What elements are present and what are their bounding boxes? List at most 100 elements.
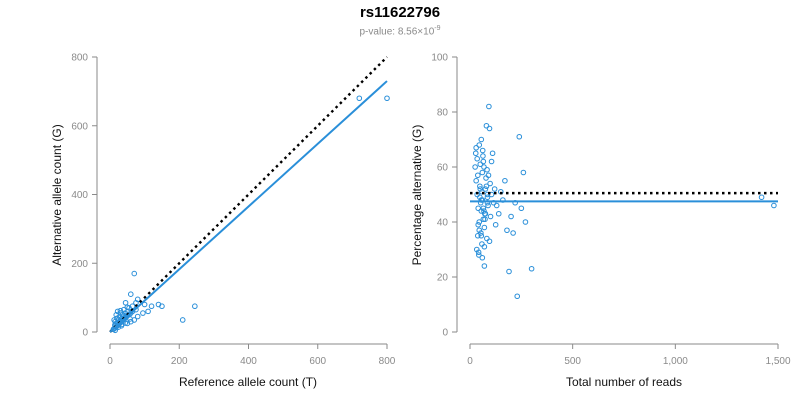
data-point-right: [485, 202, 491, 209]
data-point-right: [484, 166, 490, 173]
data-point-left: [159, 303, 165, 310]
data-point-right: [478, 230, 484, 236]
data-point-right: [480, 216, 487, 223]
data-point-left: [179, 317, 186, 323]
x-tick-label-left: 200: [171, 356, 188, 367]
x-axis-label-left: Reference allele count (T): [179, 375, 317, 389]
data-point-right: [476, 219, 483, 225]
data-point-right: [484, 235, 490, 242]
data-point-right: [479, 169, 486, 176]
data-point-left: [129, 303, 136, 310]
data-point-right: [492, 221, 499, 228]
data-point-right: [483, 183, 490, 190]
x-tick-label-left: 400: [240, 356, 257, 367]
scatter-panel-allele-counts: Reference allele count (T) Alternative a…: [50, 53, 396, 390]
data-point-right: [475, 232, 481, 239]
y-axis-label-right: Percentage alternative (G): [410, 125, 424, 266]
y-tick-label-left: 400: [71, 190, 88, 201]
data-point-right: [504, 227, 510, 234]
x-tick-label-right: 0: [467, 356, 473, 367]
data-point-right: [476, 227, 483, 234]
x-tick-label-right: 1,500: [765, 356, 790, 367]
data-point-right: [486, 103, 492, 110]
data-point-left: [134, 296, 141, 303]
y-axis-label-left: Alternative allele count (G): [50, 124, 64, 265]
y-tick-label-right: 20: [437, 273, 449, 284]
data-point-right: [482, 186, 489, 192]
data-point-right: [488, 191, 495, 198]
y-tick-label-left: 600: [71, 121, 88, 132]
data-point-right: [480, 153, 486, 159]
x-tick-label-right: 1,000: [663, 356, 688, 367]
scatter-panel-percentage: Total number of reads Percentage alterna…: [410, 53, 791, 390]
data-point-right: [483, 175, 489, 181]
y-tick-label-left: 800: [71, 53, 88, 64]
data-point-right: [481, 263, 488, 269]
data-point-right: [506, 268, 512, 275]
data-point-right: [480, 158, 487, 165]
data-point-right: [472, 164, 478, 170]
data-point-right: [518, 205, 525, 212]
data-point-right: [528, 265, 535, 272]
y-tick-label-right: 100: [431, 53, 448, 64]
x-tick-label-left: 800: [379, 356, 396, 367]
x-tick-label-right: 500: [564, 356, 581, 367]
data-point-right: [488, 158, 495, 165]
data-point-right: [478, 136, 485, 143]
data-point-right: [479, 254, 486, 261]
data-point-right: [474, 155, 480, 162]
y-tick-label-left: 200: [71, 259, 88, 270]
data-point-right: [478, 232, 485, 239]
data-point-left: [114, 308, 121, 315]
data-point-right: [475, 172, 481, 179]
p-value-text: p-value: 8.56×10: [359, 26, 435, 38]
data-point-left: [192, 303, 198, 310]
data-point-right: [477, 186, 484, 192]
data-point-right: [475, 249, 482, 256]
x-axis-label-right: Total number of reads: [566, 375, 682, 389]
data-point-left: [122, 299, 129, 306]
data-point-left: [141, 301, 148, 308]
y-tick-label-right: 40: [437, 218, 449, 229]
data-point-right: [483, 122, 490, 129]
data-point-right: [516, 133, 523, 140]
data-point-right: [502, 177, 508, 184]
data-point-right: [473, 177, 479, 184]
data-point-right: [479, 147, 486, 154]
y-tick-label-right: 60: [437, 163, 449, 174]
data-point-left: [127, 291, 134, 297]
data-point-right: [477, 183, 483, 190]
data-point-right: [475, 205, 482, 212]
data-point-right: [482, 216, 488, 223]
data-point-left: [356, 95, 363, 102]
data-point-right: [489, 150, 496, 157]
data-point-right: [481, 243, 488, 250]
p-value-exponent: -9: [434, 25, 441, 32]
data-point-right: [481, 164, 487, 170]
y-tick-label-left: 0: [82, 328, 88, 339]
data-point-right: [476, 252, 482, 258]
data-point-right: [487, 213, 494, 220]
data-point-right: [473, 144, 479, 151]
data-point-right: [484, 194, 491, 201]
y-tick-label-right: 80: [437, 108, 449, 119]
data-point-left: [148, 303, 155, 310]
data-point-right: [472, 150, 479, 157]
data-point-left: [127, 316, 133, 322]
data-point-right: [514, 293, 521, 300]
data-point-right: [481, 208, 487, 214]
data-point-right: [758, 194, 765, 201]
data-point-right: [481, 224, 488, 231]
data-point-right: [481, 210, 488, 217]
x-tick-label-left: 600: [309, 356, 326, 367]
data-point-right: [495, 210, 502, 217]
data-point-left: [117, 307, 124, 314]
data-point-right: [510, 230, 516, 236]
data-point-right: [493, 202, 500, 209]
data-point-left: [122, 320, 129, 326]
data-point-left: [140, 310, 146, 316]
data-point-right: [486, 238, 493, 245]
data-point-right: [487, 180, 493, 187]
data-point-left: [124, 304, 131, 311]
